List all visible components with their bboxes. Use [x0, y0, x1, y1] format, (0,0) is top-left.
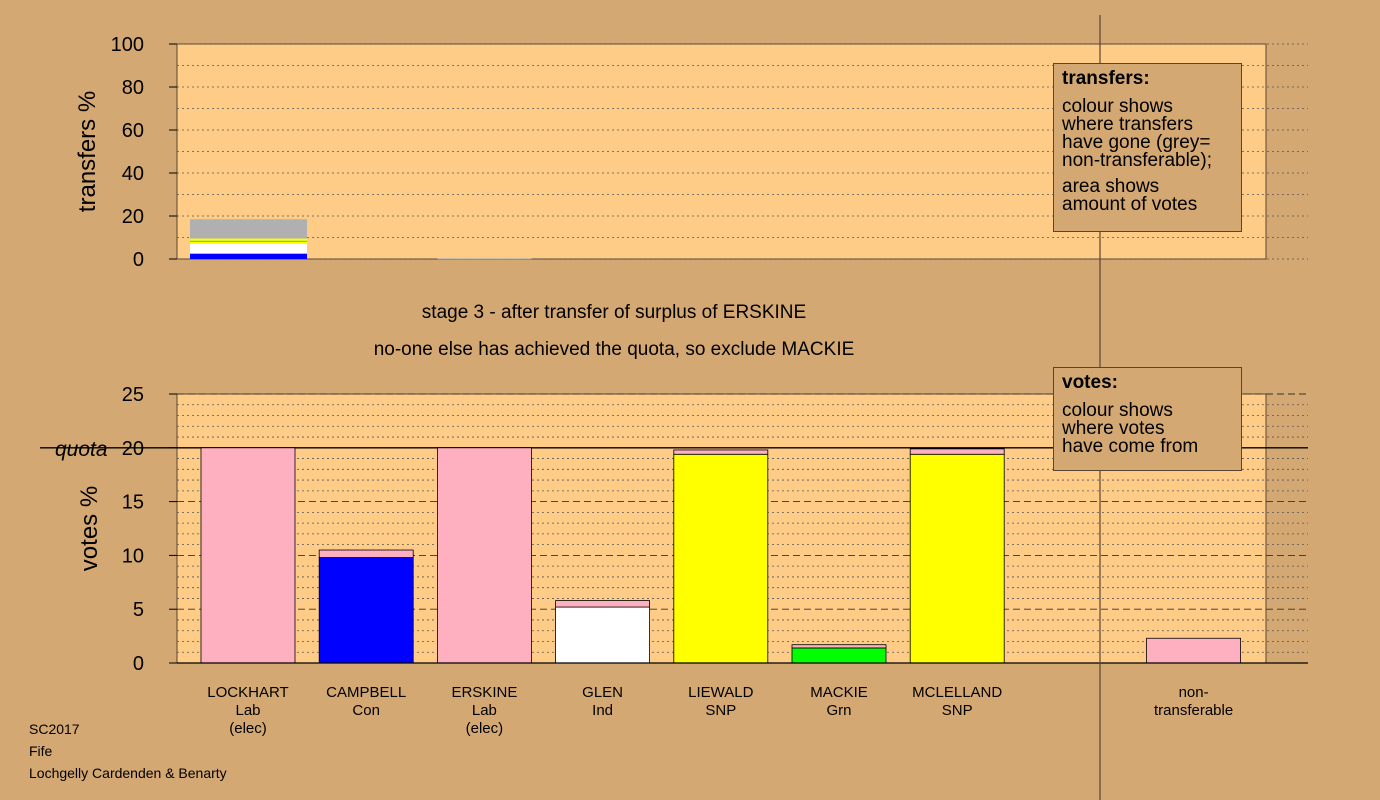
- transfer-segment: [190, 238, 307, 241]
- votes-legend-line: colour shows: [1062, 400, 1173, 421]
- footer-election: SC2017: [29, 721, 80, 737]
- candidate-label: (elec): [466, 720, 504, 737]
- vote-segment: [318, 549, 414, 558]
- votes-tick-label: 20: [122, 438, 144, 460]
- votes-legend: votes: colour shows where votes have com…: [1053, 367, 1242, 471]
- stage-line-1: stage 3 - after transfer of surplus of E…: [422, 302, 806, 323]
- transfers-legend-line: area shows: [1062, 176, 1160, 197]
- candidate-label: SNP: [942, 702, 973, 719]
- candidate-label: transferable: [1154, 702, 1233, 719]
- transfer-segment: [190, 243, 307, 254]
- transfers-legend-title: transfers:: [1062, 68, 1150, 89]
- footer-council: Fife: [29, 743, 53, 759]
- transfers-axis-label: transfers %: [74, 91, 101, 212]
- vote-segment: [200, 447, 296, 664]
- transfers-legend-line: amount of votes: [1062, 194, 1198, 215]
- candidate-label: LOCKHART: [207, 684, 288, 701]
- transfers-tick-label: 20: [122, 206, 144, 228]
- votes-tick-label: 0: [133, 653, 144, 675]
- vote-segment: [909, 448, 1005, 455]
- votes-tick-label: 25: [122, 384, 144, 406]
- vote-segment: [791, 647, 887, 664]
- votes-axis-label: votes %: [76, 486, 103, 571]
- votes-legend-title: votes:: [1062, 372, 1118, 393]
- transfers-tick-label: 100: [111, 34, 144, 56]
- transfer-segment: [190, 241, 307, 244]
- transfer-segment: [190, 253, 307, 259]
- votes-tick-label: 15: [122, 492, 144, 514]
- transfer-segment: [190, 219, 307, 239]
- candidate-label: (elec): [229, 720, 267, 737]
- vote-segment: [436, 447, 532, 664]
- candidate-label: Ind: [592, 702, 613, 719]
- candidate-label: CAMPBELL: [326, 684, 406, 701]
- vote-segment: [555, 600, 650, 608]
- vote-segment: [673, 453, 769, 664]
- votes-legend-line: where votes: [1062, 418, 1165, 439]
- candidate-label: SNP: [705, 702, 736, 719]
- transfer-segment: [437, 258, 532, 260]
- vote-segment: [318, 557, 414, 664]
- candidate-label: MACKIE: [810, 684, 868, 701]
- transfers-legend-line: have gone (grey=: [1062, 132, 1211, 153]
- candidate-label: LIEWALD: [688, 684, 753, 701]
- transfers-legend: transfers: colour shows where transfers …: [1053, 63, 1242, 232]
- stage-line-2: no-one else has achieved the quota, so e…: [374, 339, 855, 360]
- candidate-label: non-: [1179, 684, 1209, 701]
- vote-segment: [673, 449, 769, 455]
- vote-segment: [1146, 637, 1241, 664]
- candidate-label: Con: [352, 702, 380, 719]
- footer-ward: Lochgelly Cardenden & Benarty: [29, 765, 227, 781]
- candidate-label: MCLELLAND: [912, 684, 1002, 701]
- transfers-legend-line: colour shows: [1062, 96, 1173, 117]
- transfers-legend-line: non-transferable);: [1062, 150, 1212, 171]
- candidate-label: Lab: [472, 702, 497, 719]
- votes-tick-label: 10: [122, 545, 144, 567]
- vote-segment: [791, 644, 887, 649]
- transfers-legend-line: where transfers: [1062, 114, 1193, 135]
- transfer-segment: [190, 240, 307, 242]
- transfers-tick-label: 0: [133, 249, 144, 271]
- candidate-label: Lab: [235, 702, 260, 719]
- candidate-label: ERSKINE: [451, 684, 517, 701]
- votes-legend-line: have come from: [1062, 436, 1199, 457]
- transfers-tick-label: 40: [122, 163, 144, 185]
- candidate-label: GLEN: [582, 684, 623, 701]
- transfers-tick-label: 60: [122, 120, 144, 142]
- vote-segment: [909, 453, 1005, 664]
- candidate-label: Grn: [826, 702, 851, 719]
- quota-label: quota: [55, 438, 108, 461]
- transfers-tick-label: 80: [122, 77, 144, 99]
- vote-segment: [555, 606, 650, 664]
- votes-tick-label: 5: [133, 599, 144, 621]
